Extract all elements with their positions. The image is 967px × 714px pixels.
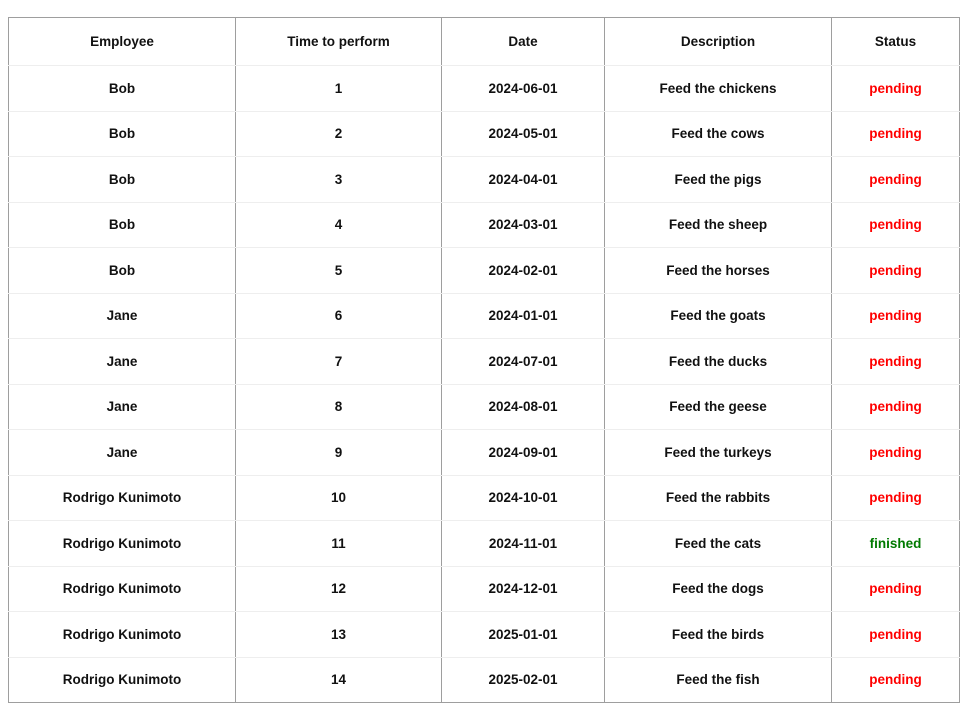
cell-employee: Rodrigo Kunimoto [8,520,236,567]
cell-date: 2024-05-01 [441,110,605,157]
cell-date: 2024-09-01 [441,429,605,476]
cell-time-to-perform: 2 [235,110,442,157]
table-row: Bob 3 2024-04-01 Feed the pigs pending [8,156,960,203]
header-time-to-perform: Time to perform [235,17,442,66]
table-body: Bob 1 2024-06-01 Feed the chickens pending Bo… [8,65,960,703]
cell-status: pending [831,110,960,157]
cell-date: 2024-03-01 [441,201,605,248]
cell-status: pending [831,383,960,430]
cell-date: 2024-12-01 [441,565,605,612]
cell-time-to-perform: 6 [235,292,442,339]
table-row: Bob 5 2024-02-01 Feed the horses pending [8,247,960,294]
table-row: Bob 2 2024-05-01 Feed the cows pending [8,110,960,157]
cell-employee: Rodrigo Kunimoto [8,474,236,521]
cell-time-to-perform: 13 [235,611,442,658]
task-table: Employee Time to perform Date Descriptio… [8,17,960,703]
cell-status: pending [831,247,960,294]
cell-employee: Bob [8,156,236,203]
table-row: Bob 4 2024-03-01 Feed the sheep pending [8,201,960,248]
cell-description: Feed the cats [604,520,832,567]
cell-employee: Bob [8,65,236,112]
cell-employee: Rodrigo Kunimoto [8,656,236,703]
cell-description: Feed the rabbits [604,474,832,521]
cell-employee: Jane [8,338,236,385]
cell-date: 2024-07-01 [441,338,605,385]
header-row: Employee Time to perform Date Descriptio… [8,17,960,66]
cell-status: pending [831,156,960,203]
cell-description: Feed the dogs [604,565,832,612]
table-row: Rodrigo Kunimoto 11 2024-11-01 Feed the cat… [8,520,960,567]
cell-status: pending [831,338,960,385]
cell-employee: Jane [8,292,236,339]
header-description: Description [604,17,832,66]
cell-employee: Bob [8,110,236,157]
cell-date: 2024-08-01 [441,383,605,430]
cell-description: Feed the pigs [604,156,832,203]
cell-employee: Bob [8,247,236,294]
cell-date: 2024-02-01 [441,247,605,294]
table-row: Jane 6 2024-01-01 Feed the goats pending [8,292,960,339]
cell-date: 2025-02-01 [441,656,605,703]
cell-time-to-perform: 4 [235,201,442,248]
table-row: Rodrigo Kunimoto 12 2024-12-01 Feed the dog… [8,565,960,612]
table-row: Jane 8 2024-08-01 Feed the geese pending [8,383,960,430]
cell-status: finished [831,520,960,567]
cell-date: 2024-11-01 [441,520,605,567]
cell-employee: Bob [8,201,236,248]
cell-time-to-perform: 8 [235,383,442,430]
cell-description: Feed the turkeys [604,429,832,476]
cell-status: pending [831,65,960,112]
cell-description: Feed the chickens [604,65,832,112]
table-row: Jane 9 2024-09-01 Feed the turkeys pending [8,429,960,476]
cell-description: Feed the ducks [604,338,832,385]
cell-time-to-perform: 9 [235,429,442,476]
cell-description: Feed the birds [604,611,832,658]
cell-description: Feed the horses [604,247,832,294]
cell-description: Feed the fish [604,656,832,703]
cell-status: pending [831,292,960,339]
table-row: Bob 1 2024-06-01 Feed the chickens pending [8,65,960,112]
cell-status: pending [831,429,960,476]
cell-description: Feed the cows [604,110,832,157]
cell-time-to-perform: 3 [235,156,442,203]
cell-time-to-perform: 5 [235,247,442,294]
cell-employee: Jane [8,383,236,430]
cell-time-to-perform: 12 [235,565,442,612]
cell-time-to-perform: 11 [235,520,442,567]
cell-employee: Jane [8,429,236,476]
header-employee: Employee [8,17,236,66]
cell-date: 2024-04-01 [441,156,605,203]
cell-time-to-perform: 10 [235,474,442,521]
table-row: Jane 7 2024-07-01 Feed the ducks pending [8,338,960,385]
cell-time-to-perform: 14 [235,656,442,703]
cell-employee: Rodrigo Kunimoto [8,611,236,658]
cell-employee: Rodrigo Kunimoto [8,565,236,612]
cell-date: 2024-10-01 [441,474,605,521]
cell-date: 2024-01-01 [441,292,605,339]
cell-description: Feed the sheep [604,201,832,248]
cell-status: pending [831,201,960,248]
table-header: Employee Time to perform Date Descriptio… [8,17,960,66]
cell-date: 2025-01-01 [441,611,605,658]
cell-date: 2024-06-01 [441,65,605,112]
table-row: Rodrigo Kunimoto 13 2025-01-01 Feed the bir… [8,611,960,658]
task-table-container: Employee Time to perform Date Descriptio… [8,17,960,703]
cell-description: Feed the geese [604,383,832,430]
table-row: Rodrigo Kunimoto 10 2024-10-01 Feed the rab… [8,474,960,521]
header-date: Date [441,17,605,66]
cell-time-to-perform: 7 [235,338,442,385]
cell-time-to-perform: 1 [235,65,442,112]
cell-status: pending [831,474,960,521]
table-row: Rodrigo Kunimoto 14 2025-02-01 Feed the fis… [8,656,960,703]
cell-status: pending [831,565,960,612]
cell-status: pending [831,611,960,658]
cell-description: Feed the goats [604,292,832,339]
header-status: Status [831,17,960,66]
cell-status: pending [831,656,960,703]
